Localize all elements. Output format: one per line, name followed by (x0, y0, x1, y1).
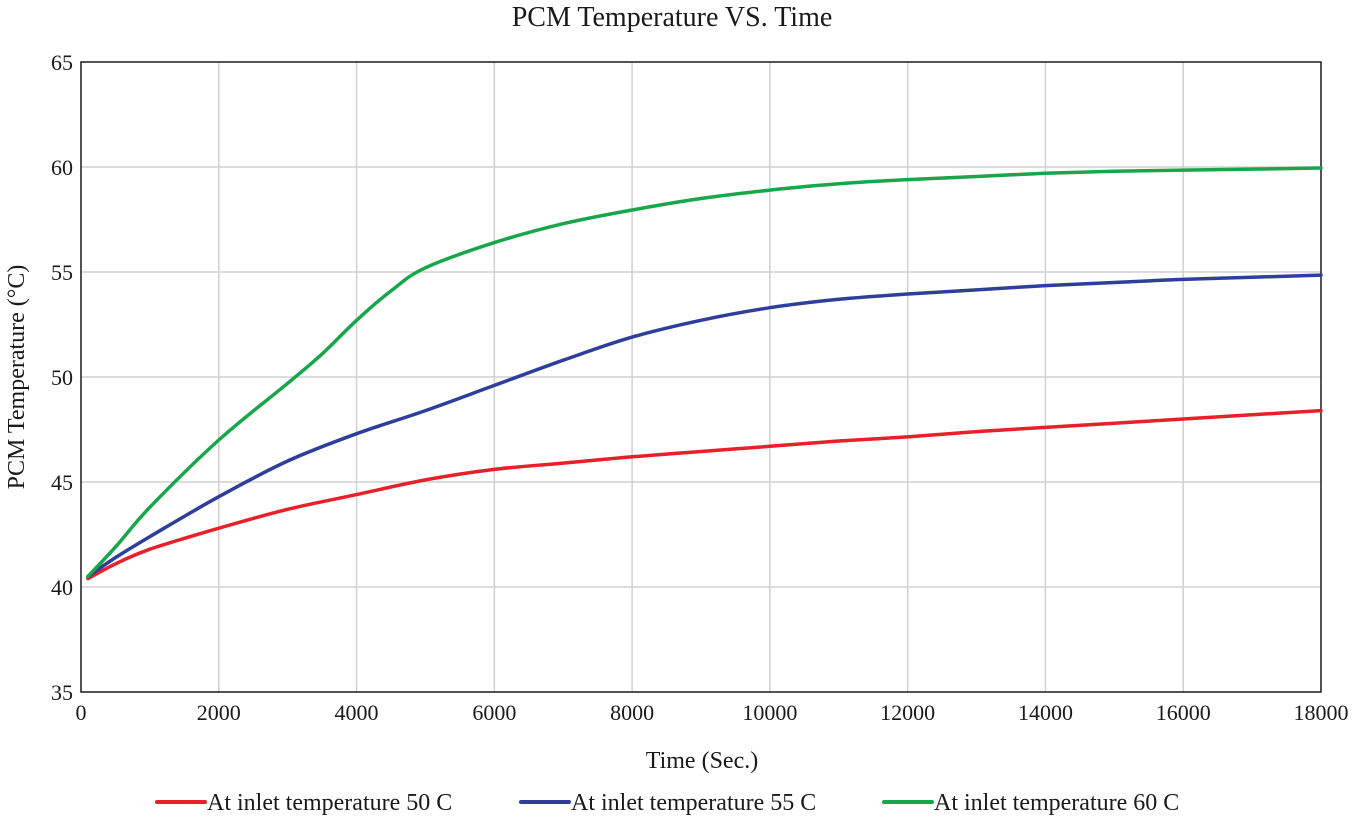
x-tick-label: 14000 (1018, 700, 1073, 725)
series-line-3 (86, 166, 1323, 579)
legend-label-3: At inlet temperature 60 C (934, 790, 1179, 816)
y-tick-label: 35 (51, 680, 73, 705)
legend: At inlet temperature 50 C At inlet temper… (155, 790, 1179, 816)
plot-frame (80, 61, 1322, 693)
x-tick-label: 10000 (742, 700, 797, 725)
legend-label-1: At inlet temperature 50 C (207, 790, 452, 816)
series-line-2 (86, 273, 1323, 579)
legend-label-2: At inlet temperature 55 C (571, 790, 816, 816)
x-tick-label: 8000 (610, 700, 654, 725)
y-tick-label: 45 (51, 470, 73, 495)
x-tick-label: 2000 (197, 700, 241, 725)
x-tick-label: 18000 (1294, 700, 1349, 725)
chart-title: PCM Temperature VS. Time (512, 2, 833, 33)
x-axis-label: Time (Sec.) (646, 748, 758, 774)
series-line-1 (86, 408, 1323, 581)
x-tick-label: 12000 (880, 700, 935, 725)
x-tick-label: 16000 (1156, 700, 1211, 725)
y-tick-label: 60 (51, 155, 73, 180)
grid-layer (81, 62, 1321, 692)
tick-layer: 0 2000 4000 6000 8000 10000 12000 14000 16000 180… (51, 50, 1349, 725)
x-tick-label: 4000 (335, 700, 379, 725)
y-tick-label: 65 (51, 50, 73, 75)
series-layer (86, 166, 1323, 581)
y-tick-label: 55 (51, 260, 73, 285)
y-axis-label: PCM Temperature (°C) (4, 265, 30, 490)
x-tick-label: 6000 (472, 700, 516, 725)
x-tick-label: 0 (76, 700, 87, 725)
y-tick-label: 40 (51, 575, 73, 600)
y-tick-label: 50 (51, 365, 73, 390)
